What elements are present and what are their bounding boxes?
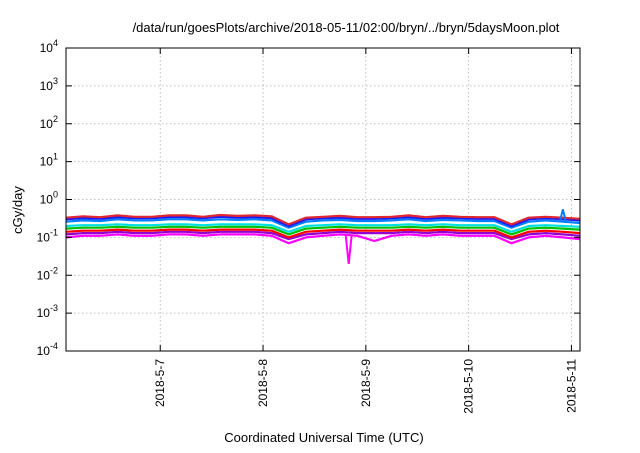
series-line-8: [65, 213, 581, 226]
x-tick-label: 2018-5-9: [359, 359, 373, 407]
y-tick-label: 100: [40, 190, 58, 207]
y-tick-label: 10-3: [37, 303, 58, 320]
x-tick-label: 2018-5-11: [564, 359, 578, 413]
chart-title: /data/run/goesPlots/archive/2018-05-11/0…: [133, 20, 560, 35]
series-line-4: [65, 225, 581, 236]
series-spike: [344, 234, 353, 264]
grid: [66, 47, 580, 352]
series-line-6: [65, 218, 581, 229]
series-line-5: [65, 223, 581, 233]
y-tick-label: 10-1: [37, 227, 58, 244]
x-tick-label: 2018-5-8: [256, 359, 270, 407]
axes: 10-4 10-3 10-2 10-1 100 101 102 103 104 2018-5-7 2…: [37, 38, 581, 414]
y-tick-label: 103: [40, 76, 58, 93]
x-tick-label: 2018-5-7: [153, 359, 167, 407]
x-axis-label: Coordinated Universal Time (UTC): [224, 430, 423, 445]
y-tick-label: 101: [40, 152, 58, 169]
series-line-3: [65, 228, 581, 239]
series-line-7: [65, 215, 581, 228]
series-spike: [558, 209, 567, 222]
series-line-1: [65, 233, 581, 245]
y-tick-label: 10-2: [37, 265, 58, 282]
y-axis-label: cGy/day: [10, 186, 25, 234]
y-tick-label: 104: [40, 38, 58, 55]
series-line-2: [65, 230, 581, 241]
series-group: [65, 209, 581, 264]
y-tick-label: 102: [40, 114, 58, 131]
x-tick-label: 2018-5-10: [462, 359, 476, 414]
plot-frame: [65, 47, 581, 352]
y-tick-label: 10-4: [37, 341, 58, 358]
